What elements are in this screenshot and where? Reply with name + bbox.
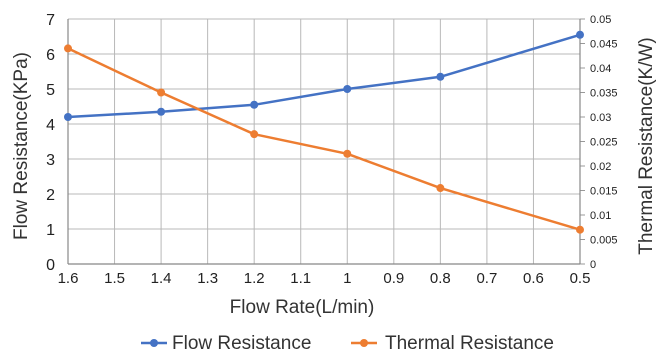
x-tick-label: 0.7 <box>476 270 497 287</box>
series-line-thermal-resistance <box>67 47 581 231</box>
x-tick-label: 1.6 <box>58 270 79 287</box>
right-tick-label: 0.01 <box>590 210 611 222</box>
series-group <box>64 30 584 234</box>
x-tick-label: 1.1 <box>290 270 311 287</box>
left-tick-label: 3 <box>46 152 55 169</box>
left-tick-label: 0 <box>46 257 55 274</box>
data-point-thermal-resistance <box>576 225 584 234</box>
left-tick-label: 2 <box>46 187 55 204</box>
left-tick-label: 1 <box>46 222 55 239</box>
right-tick-label: 0.04 <box>590 63 611 75</box>
legend-label-thermal-resistance: Thermal Resistance <box>385 333 554 353</box>
x-tick-label: 0.5 <box>570 270 591 287</box>
x-axis-ticks: 1.6 1.5 1.4 1.3 1.2 1.1 1 0.9 0.8 0.7 0.6 0.5 <box>58 270 591 287</box>
right-tick-label: 0.035 <box>590 88 618 100</box>
x-tick-label: 0.8 <box>430 270 451 287</box>
right-tick-label: 0.045 <box>590 39 618 51</box>
legend-item-thermal-resistance: Thermal Resistance <box>351 333 554 353</box>
legend: Flow Resistance Thermal Resistance <box>141 333 554 353</box>
data-point-thermal-resistance <box>250 130 259 139</box>
x-tick-label: 1.2 <box>244 270 265 287</box>
data-point-flow-resistance <box>343 85 352 93</box>
x-tick-label: 1.3 <box>197 270 218 287</box>
left-tick-label: 7 <box>46 12 55 29</box>
x-tick-label: 0.9 <box>383 270 404 287</box>
right-axis-ticks: 0 0.005 0.01 0.015 0.02 0.025 0.03 0.035 0.04 0.0… <box>590 14 618 271</box>
series-line-flow-resistance <box>67 33 581 119</box>
x-tick-label: 1 <box>343 270 351 287</box>
x-tick-label: 1.4 <box>151 270 172 287</box>
legend-marker-flow-resistance <box>150 339 158 347</box>
data-point-thermal-resistance <box>64 44 72 53</box>
legend-item-flow-resistance: Flow Resistance <box>141 333 311 353</box>
x-tick-label: 1.5 <box>104 270 125 287</box>
right-tick-label: 0.015 <box>590 186 618 198</box>
right-axis-title: Thermal Resistance(K/W) <box>636 37 657 255</box>
data-point-thermal-resistance <box>157 88 166 97</box>
data-point-flow-resistance <box>157 107 166 116</box>
legend-marker-thermal-resistance <box>360 339 368 347</box>
data-point-flow-resistance <box>64 113 72 121</box>
data-point-thermal-resistance <box>343 149 352 158</box>
data-point-flow-resistance <box>250 100 259 109</box>
right-tick-label: 0 <box>590 259 596 271</box>
data-point-flow-resistance <box>436 72 445 81</box>
data-point-flow-resistance <box>576 30 584 39</box>
left-tick-label: 6 <box>46 47 55 64</box>
x-tick-label: 0.6 <box>523 270 544 287</box>
left-axis-ticks: 0 1 2 3 4 5 6 7 <box>46 12 55 274</box>
left-axis-title: Flow Resistance(KPa) <box>11 52 32 240</box>
left-tick-label: 5 <box>46 82 55 99</box>
x-axis-title: Flow Rate(L/min) <box>230 297 375 318</box>
right-tick-label: 0.05 <box>590 14 611 26</box>
left-tick-label: 4 <box>46 117 55 134</box>
right-tick-label: 0.025 <box>590 137 618 149</box>
legend-label-flow-resistance: Flow Resistance <box>172 333 311 353</box>
data-point-thermal-resistance <box>436 184 445 193</box>
right-tick-label: 0.02 <box>590 161 611 173</box>
right-tick-label: 0.005 <box>590 235 618 247</box>
right-tick-label: 0.03 <box>590 112 611 124</box>
